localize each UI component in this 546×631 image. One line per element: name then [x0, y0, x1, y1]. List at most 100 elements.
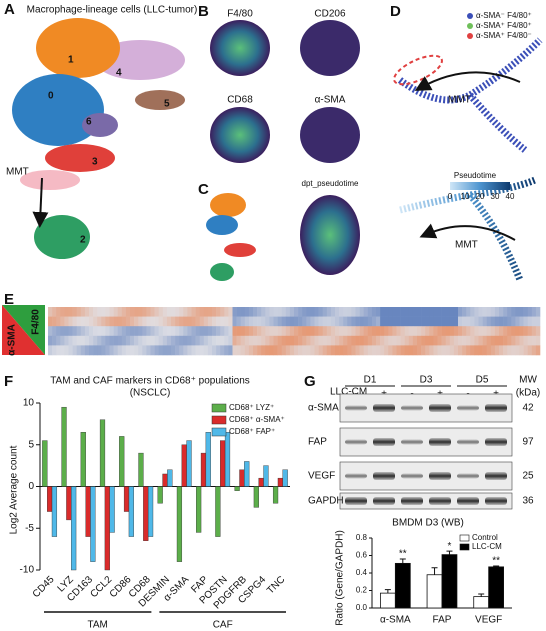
heatmap-cell	[371, 316, 377, 327]
heatmap-cell	[248, 326, 254, 337]
heatmap-cell	[97, 326, 102, 337]
heatmap-cell	[244, 307, 250, 317]
heatmap-cell	[150, 335, 155, 346]
heatmap-cell	[232, 307, 237, 317]
heatmap-cell	[203, 316, 209, 327]
panel-label: D	[390, 3, 401, 20]
heatmap-cell	[64, 326, 69, 337]
heatmap-cell	[515, 307, 520, 317]
chart-title: TAM and CAF markers in CD68⁺ populations	[50, 376, 250, 387]
bar	[71, 486, 77, 571]
bar	[272, 486, 279, 504]
heatmap-cell	[376, 307, 381, 317]
heatmap-cell	[453, 307, 459, 317]
heatmap-cell	[273, 335, 278, 346]
heatmap-cell	[52, 345, 57, 356]
heatmap-cell	[412, 326, 418, 337]
heatmap-cell	[326, 345, 332, 356]
heatmap-cell	[404, 316, 410, 327]
heatmap-cell	[101, 316, 106, 327]
blot-band	[457, 405, 479, 411]
heatmap-cell	[130, 335, 135, 346]
heatmap-cell	[330, 307, 336, 317]
heatmap-cell	[302, 345, 307, 356]
heatmap-cell	[105, 307, 110, 317]
heatmap-cell	[412, 316, 418, 327]
heatmap-cell	[400, 335, 405, 346]
heatmap-cell	[154, 307, 159, 317]
cluster-label: 5	[164, 99, 170, 110]
heatmap-cell	[376, 316, 381, 327]
heatmap-cell	[48, 326, 53, 337]
heatmap-cell	[248, 345, 254, 356]
heatmap-cell	[367, 326, 373, 337]
heatmap-cell	[138, 335, 143, 346]
heatmap-cell	[470, 307, 475, 317]
bar	[253, 486, 259, 508]
heatmap-cell	[531, 345, 537, 356]
bar	[224, 432, 231, 487]
protein-label: α-SMA	[308, 403, 339, 414]
heatmap-cell	[97, 335, 102, 346]
heatmap-cell	[503, 307, 508, 317]
heatmap-cell	[314, 316, 319, 327]
heatmap-cell	[351, 316, 356, 327]
heatmap-cell	[265, 307, 270, 317]
heatmap-cell	[318, 326, 323, 337]
heatmap-cell	[339, 316, 344, 327]
heatmap-cell	[515, 345, 520, 356]
heatmap-cell	[392, 345, 397, 356]
heatmap-cell	[89, 335, 94, 346]
cluster-label: 0	[48, 91, 54, 102]
heatmap-cell	[462, 316, 467, 327]
heatmap-cell	[310, 326, 315, 337]
y-tick-label: 10	[23, 398, 35, 409]
heatmap-cell	[220, 335, 225, 346]
heatmap-cell	[441, 307, 446, 317]
heatmap-cell	[60, 326, 65, 337]
heatmap-cell	[380, 326, 385, 337]
heatmap-cell	[171, 345, 176, 356]
heatmap-cell	[478, 326, 483, 337]
heatmap-cell	[187, 307, 192, 317]
heatmap-cell	[236, 316, 241, 327]
legend-triangle	[2, 305, 45, 355]
heatmap-cell	[207, 326, 213, 337]
gene-title: CD206	[314, 9, 346, 20]
heatmap-cell	[224, 316, 229, 327]
heatmap-cell	[146, 345, 151, 356]
heatmap-cell	[466, 335, 471, 346]
heatmap-cell	[371, 326, 377, 337]
cluster	[206, 215, 238, 235]
heatmap-cell	[117, 326, 123, 337]
heatmap-cell	[244, 326, 250, 337]
heatmap-cell	[224, 307, 229, 317]
heatmap-cell	[64, 345, 69, 356]
heatmap-cell	[400, 307, 405, 317]
bar	[157, 486, 163, 504]
blot-band	[373, 438, 395, 446]
legend-swatch	[211, 415, 227, 425]
heatmap-cell	[412, 345, 418, 356]
heatmap-cell	[187, 335, 192, 346]
heatmap-cell	[109, 335, 114, 346]
heatmap-cell	[269, 326, 274, 337]
heatmap-cell	[240, 345, 246, 356]
heatmap-cell	[80, 326, 86, 337]
heatmap-cell	[48, 335, 53, 346]
heatmap-cell	[273, 345, 278, 356]
heatmap-cell	[527, 316, 533, 327]
heatmap-cell	[216, 307, 221, 317]
heatmap-cell	[474, 335, 479, 346]
heatmap-cell	[421, 316, 426, 327]
heatmap-cell	[527, 335, 533, 346]
blot-band	[401, 439, 423, 445]
colorbar-title: Pseudotime	[454, 171, 497, 180]
heatmap-cell	[228, 307, 233, 317]
heatmap-cell	[84, 345, 90, 356]
bar	[42, 440, 48, 487]
heatmap-cell	[80, 307, 86, 317]
heatmap-cell	[130, 316, 135, 327]
heatmap-cell	[138, 307, 143, 317]
